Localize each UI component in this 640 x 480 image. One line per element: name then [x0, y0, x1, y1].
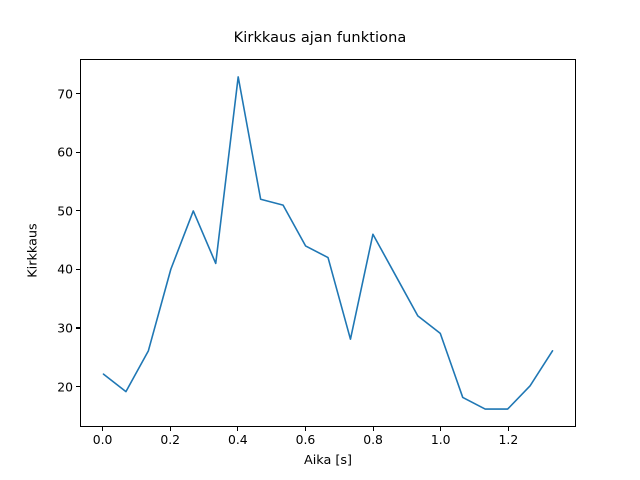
x-tick-label: 1.0 [430, 432, 451, 447]
y-tick-mark [76, 151, 80, 153]
y-tick-mark [76, 386, 80, 388]
y-tick-mark [76, 210, 80, 212]
x-axis-label: Aika [s] [303, 453, 353, 468]
x-tick-mark [102, 427, 104, 431]
x-tick-mark [304, 427, 307, 431]
y-tick-mark [76, 93, 80, 95]
plot-area [80, 59, 576, 427]
x-tick-label: 0.6 [295, 432, 316, 447]
x-tick-mark [169, 427, 171, 431]
x-tick-mark [372, 427, 374, 431]
x-tick-label: 0.0 [92, 432, 113, 447]
y-tick-label: 60 [57, 144, 73, 160]
x-tick-mark [507, 427, 509, 431]
x-tick-label: 1.2 [498, 432, 519, 447]
x-tick-mark [237, 427, 239, 431]
y-tick-label: 40 [57, 261, 73, 277]
y-tick-label: 30 [57, 320, 73, 336]
x-tick-label: 0.4 [227, 432, 248, 447]
y-axis-label: Kirkkaus [25, 223, 41, 278]
page-title: Kirkkaus ajan funktiona [233, 30, 407, 46]
y-tick-label: 20 [57, 379, 73, 395]
y-tick-mark [76, 327, 80, 329]
y-tick-mark [76, 268, 80, 270]
y-tick-label: 50 [57, 203, 73, 219]
x-tick-label: 0.8 [363, 432, 383, 447]
brightness-line [102, 76, 554, 410]
x-tick-mark [440, 427, 442, 431]
line-series [102, 76, 554, 410]
x-tick-label: 0.2 [160, 432, 181, 447]
y-tick-label: 70 [57, 86, 73, 102]
